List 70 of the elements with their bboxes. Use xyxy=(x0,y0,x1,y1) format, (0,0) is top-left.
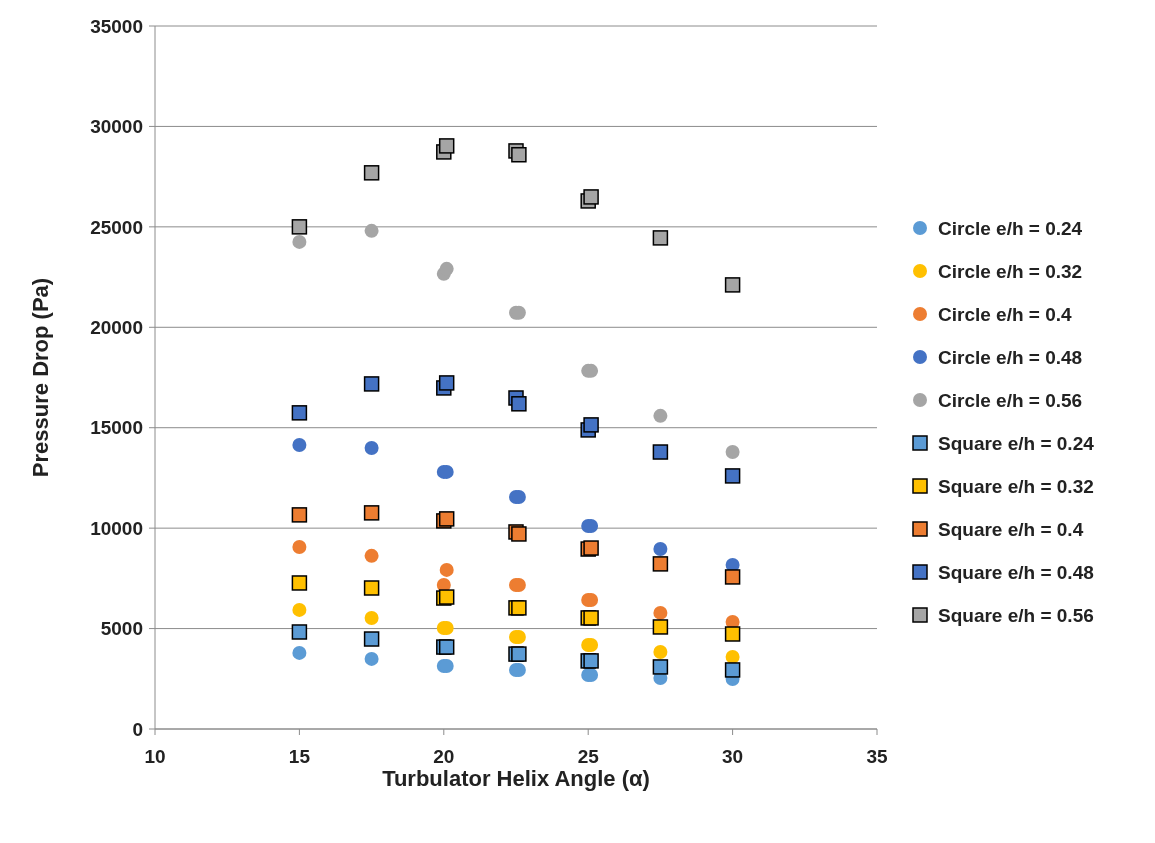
point xyxy=(292,540,307,555)
point xyxy=(652,659,669,675)
y-tick-label: 35000 xyxy=(90,15,143,37)
point xyxy=(438,138,455,154)
point xyxy=(583,417,599,433)
legend-label: Circle e/h = 0.48 xyxy=(938,346,1083,368)
point xyxy=(724,468,741,484)
x-tick-label: 10 xyxy=(144,746,166,767)
point xyxy=(291,575,308,591)
point xyxy=(511,147,527,163)
y-tick-label: 25000 xyxy=(90,216,143,238)
point xyxy=(583,189,599,205)
point xyxy=(364,610,379,625)
point xyxy=(291,507,308,523)
x-axis-title: Turbulator Helix Angle (α) xyxy=(382,766,650,791)
point xyxy=(724,626,741,642)
y-tick-label: 5000 xyxy=(100,618,143,640)
legend-label: Circle e/h = 0.24 xyxy=(938,217,1083,239)
y-tick-label: 30000 xyxy=(90,116,143,138)
y-tick-label: 20000 xyxy=(90,316,143,338)
point xyxy=(653,605,668,620)
point xyxy=(724,662,741,678)
point xyxy=(363,505,380,521)
point xyxy=(653,542,668,557)
legend-label: Square e/h = 0.24 xyxy=(938,432,1095,454)
point xyxy=(291,405,308,421)
y-tick-label: 0 xyxy=(132,718,143,740)
x-tick-label: 30 xyxy=(722,746,744,767)
point xyxy=(652,230,669,246)
point xyxy=(363,631,380,647)
point xyxy=(364,223,379,238)
y-tick-label: 10000 xyxy=(90,517,143,539)
legend-label: Circle e/h = 0.32 xyxy=(938,260,1083,282)
point xyxy=(292,602,307,617)
point xyxy=(363,580,380,596)
point xyxy=(725,445,740,460)
point xyxy=(724,569,741,585)
point xyxy=(364,548,379,563)
x-tick-label: 20 xyxy=(433,746,455,767)
point xyxy=(364,441,379,455)
point xyxy=(292,645,307,660)
point xyxy=(363,376,380,392)
x-tick-label: 25 xyxy=(577,746,600,767)
y-axis-title: Pressure Drop (Pa) xyxy=(28,277,53,478)
point xyxy=(438,375,455,391)
point xyxy=(511,396,527,412)
point xyxy=(652,444,669,460)
point xyxy=(292,234,307,249)
point xyxy=(439,261,454,276)
point xyxy=(439,562,454,577)
point xyxy=(652,556,669,572)
point xyxy=(363,165,380,181)
point xyxy=(653,645,668,660)
legend-label: Square e/h = 0.56 xyxy=(938,604,1094,626)
point xyxy=(653,408,668,423)
point xyxy=(724,277,741,293)
legend-label: Square e/h = 0.48 xyxy=(938,561,1094,583)
legend-label: Square e/h = 0.4 xyxy=(938,518,1084,540)
y-tick-label: 15000 xyxy=(90,417,143,439)
x-tick-label: 15 xyxy=(288,746,311,767)
point xyxy=(725,649,740,664)
point xyxy=(291,219,308,235)
legend-label: Circle e/h = 0.4 xyxy=(938,303,1073,325)
point xyxy=(292,437,307,452)
legend-label: Square e/h = 0.32 xyxy=(938,475,1094,497)
legend-label: Circle e/h = 0.56 xyxy=(938,389,1083,411)
x-tick-label: 35 xyxy=(866,746,888,767)
point xyxy=(652,619,669,635)
point xyxy=(364,651,379,666)
point xyxy=(291,624,308,640)
